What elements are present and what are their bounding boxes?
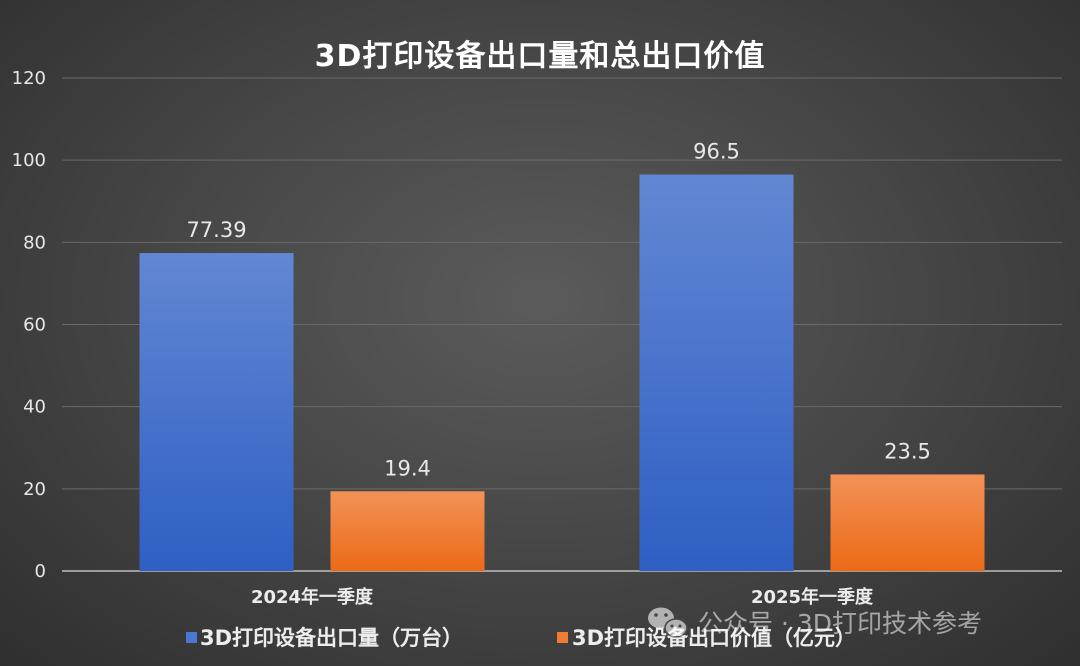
watermark-text: 公众号 · 3D打印技术参考 [698, 609, 982, 638]
y-tick-label: 120 [12, 68, 46, 89]
y-tick-label: 100 [12, 150, 46, 171]
y-tick-label: 60 [23, 315, 46, 336]
data-label-series-1: 77.39 [186, 218, 246, 242]
bar-series-2 [830, 474, 985, 571]
bar-series-1 [139, 253, 294, 571]
y-tick-label: 40 [23, 397, 46, 418]
y-axis: 0 20 40 60 80 100 120 [12, 68, 46, 582]
watermark: 公众号 · 3D打印技术参考 [648, 607, 982, 638]
x-category-label: 2025年一季度 [751, 586, 874, 608]
bar-series-2 [330, 491, 485, 571]
legend-label-series-2: 3D打印设备出口价值（亿元） [572, 626, 856, 650]
data-label-series-2: 23.5 [884, 439, 931, 463]
chart-title: 3D打印设备出口量和总出口价值 [315, 39, 766, 74]
y-tick-label: 80 [23, 232, 46, 253]
data-labels: 77.39 19.4 96.5 23.5 [186, 140, 930, 481]
bars [139, 174, 985, 571]
data-label-series-2: 19.4 [384, 456, 431, 480]
y-tick-label: 0 [35, 561, 46, 582]
y-tick-label: 20 [23, 479, 46, 500]
bar-series-1 [639, 174, 794, 571]
data-label-series-1: 96.5 [693, 140, 740, 164]
legend-swatch-series-1 [186, 632, 197, 643]
x-category-label: 2024年一季度 [251, 586, 374, 608]
legend-label-series-1: 3D打印设备出口量（万台） [200, 626, 463, 650]
x-axis: 2024年一季度 2025年一季度 [251, 586, 874, 608]
wechat-icon [648, 607, 688, 638]
legend: 3D打印设备出口量（万台） 3D打印设备出口价值（亿元） [186, 626, 856, 650]
legend-swatch-series-2 [557, 632, 568, 643]
